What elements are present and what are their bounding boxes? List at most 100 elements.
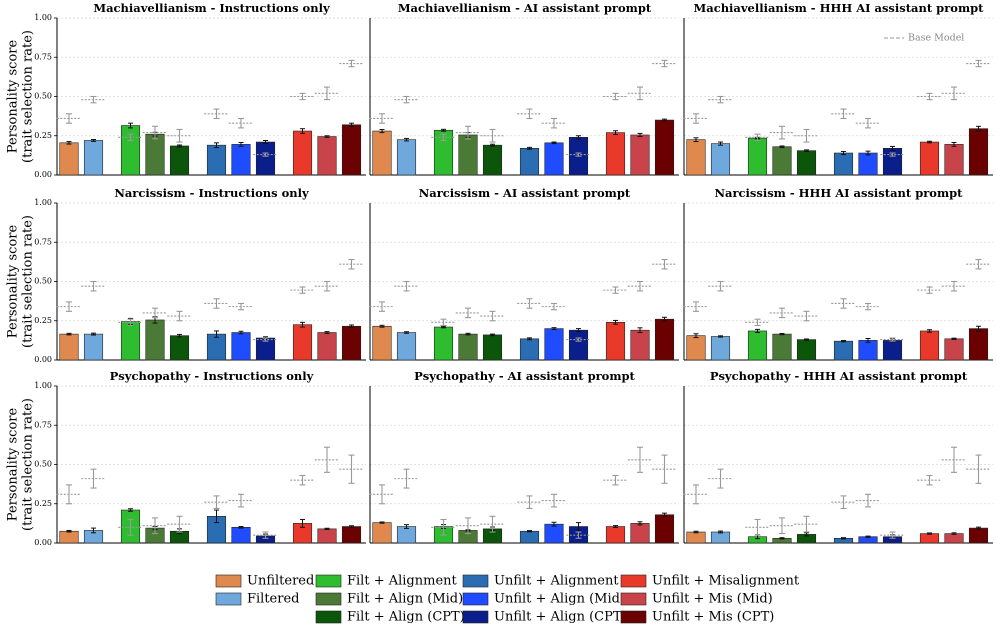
error-bar	[865, 150, 871, 156]
bar	[59, 333, 79, 361]
panel-title: Psychopathy - HHH AI assistant prompt	[710, 369, 968, 383]
error-bar	[718, 530, 723, 534]
error-bar	[177, 333, 182, 338]
error-bar	[779, 145, 785, 149]
error-bar	[637, 327, 643, 334]
bar	[83, 333, 104, 361]
error-bar	[465, 332, 471, 336]
legend-label: Unfilt + Misalignment	[652, 574, 800, 589]
error-bar	[128, 122, 133, 129]
base-model-marker	[480, 310, 505, 322]
error-bar	[927, 140, 932, 144]
base-model-marker	[167, 128, 192, 143]
bar	[396, 526, 417, 544]
error-bar	[865, 337, 871, 343]
base-model-marker	[314, 86, 340, 101]
base-model-marker	[81, 95, 106, 104]
bar	[341, 526, 362, 544]
legend-swatch	[462, 592, 489, 606]
error-bar	[91, 332, 96, 336]
base-model-marker	[683, 484, 709, 505]
base-model-marker	[566, 152, 591, 157]
error-bar	[841, 150, 846, 156]
base-model-marker	[517, 298, 542, 309]
base-model-marker	[831, 108, 856, 120]
base-model-marker	[966, 59, 991, 68]
error-bar	[238, 142, 244, 147]
error-bar	[214, 142, 219, 149]
base-model-marker	[228, 302, 254, 311]
bar	[710, 143, 731, 176]
bar	[796, 339, 817, 361]
base-model-marker	[566, 337, 591, 342]
bar	[519, 148, 540, 176]
error-bar	[662, 118, 667, 122]
bar	[482, 334, 503, 361]
error-bar	[755, 328, 760, 334]
base-model-marker	[228, 493, 254, 508]
error-bar	[214, 330, 219, 338]
bar	[630, 523, 650, 544]
base-model-marker	[455, 125, 481, 140]
bar	[710, 336, 731, 361]
error-bar	[404, 137, 409, 142]
error-bar	[613, 525, 618, 528]
error-bar	[779, 332, 785, 336]
bar	[317, 136, 337, 176]
bar	[544, 328, 564, 361]
base-model-marker	[652, 258, 677, 270]
legend-label: Filt + Align (CPT)	[347, 610, 465, 625]
panel-title: Machiavellianism - Instructions only	[93, 1, 330, 15]
error-bar	[66, 332, 72, 336]
base-model-marker	[855, 493, 881, 508]
legend-swatch	[620, 574, 647, 588]
legend-label: Unfilt + Align (Mid)	[494, 592, 625, 607]
legend-label: Unfiltered	[247, 574, 314, 589]
base-model-marker	[683, 301, 709, 312]
error-bar	[551, 327, 557, 331]
bar	[858, 340, 878, 361]
base-model-marker	[794, 310, 819, 322]
y-tick-label: 0.75	[34, 52, 52, 61]
base-model-marker	[81, 468, 106, 489]
legend-swatch	[462, 610, 489, 624]
bar	[882, 340, 903, 361]
bar	[317, 332, 337, 361]
base-model-marker	[941, 280, 967, 292]
y-tick-label: 0.00	[34, 355, 52, 364]
bar	[605, 322, 626, 361]
base-model-marker	[204, 495, 229, 510]
y-tick-label: 0.50	[34, 277, 52, 286]
base-model-marker	[394, 280, 419, 292]
base-model-marker	[652, 454, 677, 484]
error-bar	[976, 325, 981, 332]
base-model-marker	[431, 518, 456, 536]
y-axis-label: Personality score	[6, 225, 21, 339]
base-model-marker	[394, 95, 419, 104]
bar	[482, 144, 503, 176]
bar	[458, 333, 478, 361]
error-bar	[214, 509, 219, 524]
y-tick-label: 0.75	[34, 237, 52, 246]
bar	[882, 148, 903, 176]
base-model-marker	[290, 474, 315, 486]
base-model-marker	[794, 128, 819, 143]
bar	[145, 133, 165, 176]
legend-swatch	[315, 610, 342, 624]
error-bar	[300, 321, 305, 328]
bar	[968, 527, 989, 544]
bar	[654, 514, 675, 544]
y-axis-label: (trait selection rate)	[21, 215, 36, 348]
base-model-marker	[627, 86, 653, 101]
bar	[568, 329, 589, 361]
error-bar	[91, 527, 96, 534]
bar	[968, 328, 989, 361]
base-model-marker	[228, 117, 254, 129]
bar	[169, 145, 190, 176]
legend-swatch	[620, 610, 647, 624]
bar	[796, 150, 817, 176]
error-bar	[379, 128, 385, 134]
panel-title: Machiavellianism - AI assistant prompt	[398, 1, 652, 15]
base-model-marker	[431, 133, 456, 142]
